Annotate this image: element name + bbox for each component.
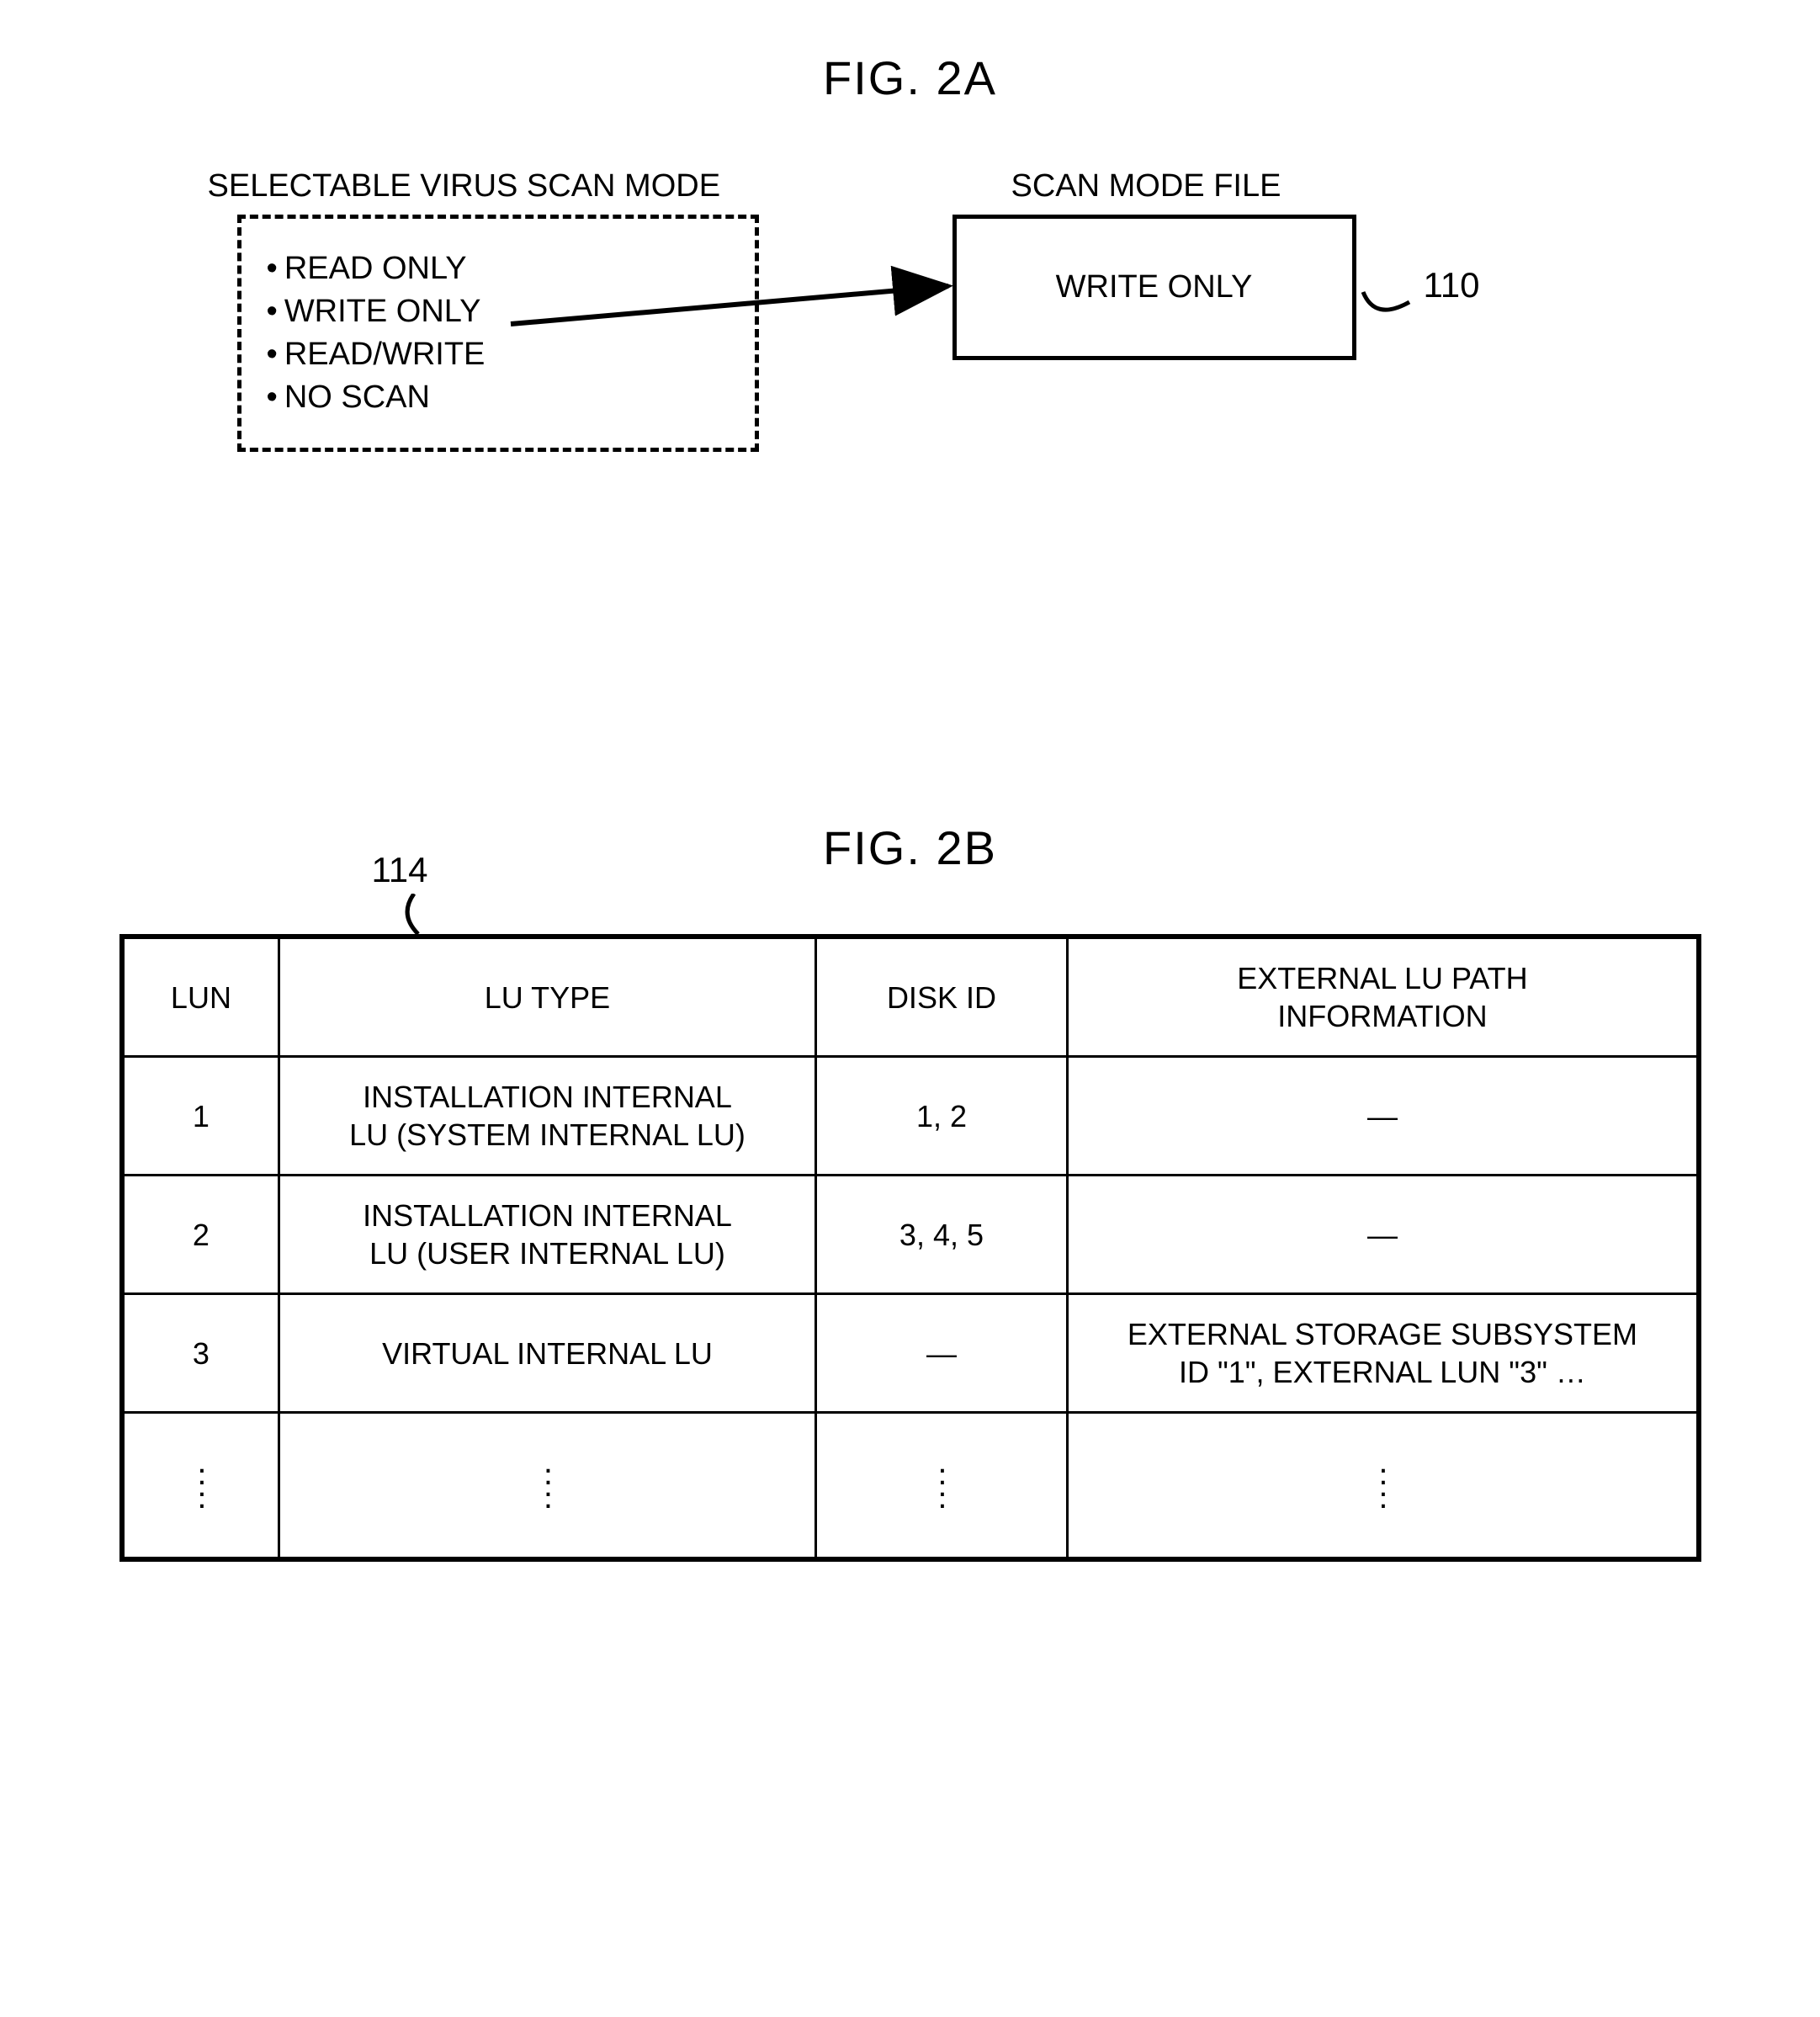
cell-ellipsis: .... (279, 1413, 815, 1560)
cell-diskid: 1, 2 (815, 1057, 1068, 1176)
cell-lun: 1 (122, 1057, 279, 1176)
col-lun: LUN (122, 937, 279, 1057)
fig2b-container: 114 LUN LU TYPE DISK ID EXTERNAL LU PATH… (119, 934, 1701, 1562)
table-row: 1 INSTALLATION INTERNALLU (SYSTEM INTERN… (122, 1057, 1699, 1176)
cell-extpath: — (1068, 1176, 1699, 1294)
fig2a-container: SELECTABLE VIRUS SCAN MODE SCAN MODE FIL… (128, 164, 1693, 602)
lu-table: LUN LU TYPE DISK ID EXTERNAL LU PATHINFO… (119, 934, 1701, 1562)
table-ellipsis-row: .... .... .... .... (122, 1413, 1699, 1560)
vertical-ellipsis-icon: .... (1378, 1434, 1386, 1537)
fig2b-label: FIG. 2B (67, 820, 1753, 875)
col-diskid: DISK ID (815, 937, 1068, 1057)
col-extpath: EXTERNAL LU PATHINFORMATION (1068, 937, 1699, 1057)
cell-diskid: — (815, 1294, 1068, 1413)
table-header-row: LUN LU TYPE DISK ID EXTERNAL LU PATHINFO… (122, 937, 1699, 1057)
ref-114-lead-icon (397, 894, 448, 940)
cell-extpath: EXTERNAL STORAGE SUBSYSTEMID "1", EXTERN… (1068, 1294, 1699, 1413)
cell-ellipsis: .... (122, 1413, 279, 1560)
cell-lutype: VIRTUAL INTERNAL LU (279, 1294, 815, 1413)
vertical-ellipsis-icon: .... (937, 1434, 945, 1537)
ref-110-lead-icon (128, 164, 1693, 602)
ref-110: 110 (1424, 265, 1480, 305)
vertical-ellipsis-icon: .... (544, 1434, 551, 1537)
fig2a-label: FIG. 2A (67, 50, 1753, 105)
vertical-ellipsis-icon: .... (197, 1434, 204, 1537)
col-lutype: LU TYPE (279, 937, 815, 1057)
cell-lutype: INSTALLATION INTERNALLU (USER INTERNAL L… (279, 1176, 815, 1294)
table-row: 3 VIRTUAL INTERNAL LU — EXTERNAL STORAGE… (122, 1294, 1699, 1413)
cell-lun: 3 (122, 1294, 279, 1413)
cell-extpath: — (1068, 1057, 1699, 1176)
cell-ellipsis: .... (1068, 1413, 1699, 1560)
table-row: 2 INSTALLATION INTERNALLU (USER INTERNAL… (122, 1176, 1699, 1294)
ref-114: 114 (372, 850, 428, 890)
cell-lutype: INSTALLATION INTERNALLU (SYSTEM INTERNAL… (279, 1057, 815, 1176)
cell-lun: 2 (122, 1176, 279, 1294)
cell-diskid: 3, 4, 5 (815, 1176, 1068, 1294)
cell-ellipsis: .... (815, 1413, 1068, 1560)
